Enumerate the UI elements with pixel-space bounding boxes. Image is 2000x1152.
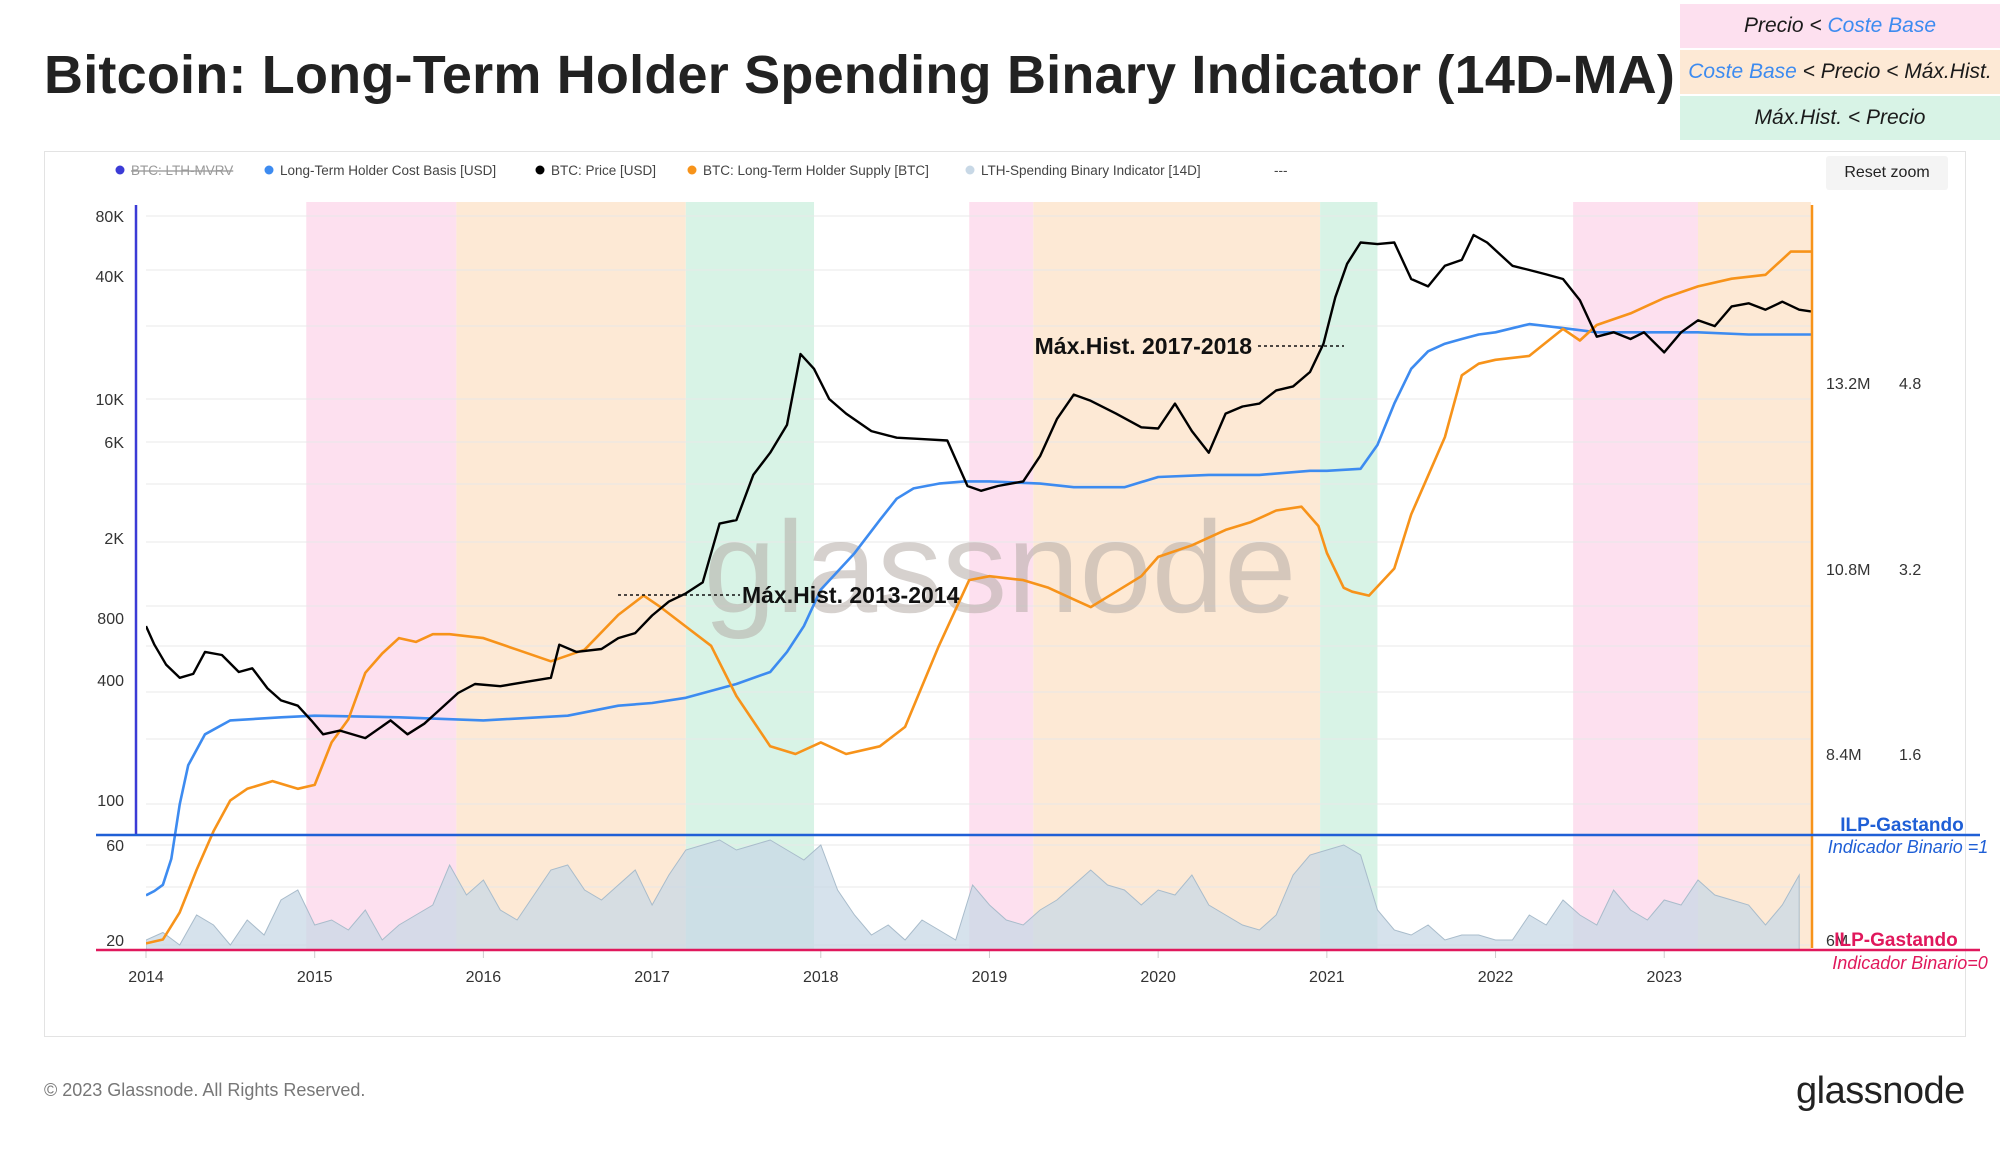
regime-bands xyxy=(306,202,1811,950)
price-axis-tick: 2K xyxy=(104,531,124,548)
supply-axis-tick: 13.2M xyxy=(1826,376,1870,393)
x-axis-tick: 2017 xyxy=(634,969,670,986)
binary-indicator-area xyxy=(146,839,1800,950)
legend-label: BTC: Long-Term Holder Supply [BTC] xyxy=(703,163,929,178)
threshold-label-1: ILP-Gastando xyxy=(1840,815,1964,836)
mvrv-axis-tick: 4.8 xyxy=(1899,376,1921,393)
legend-label: Long-Term Holder Cost Basis [USD] xyxy=(280,163,496,178)
watermark: glassnode xyxy=(704,494,1297,640)
key-label: Precio < Coste Base xyxy=(1744,14,1936,38)
price-axis-tick: 40K xyxy=(96,269,125,286)
legend-label: LTH-Spending Binary Indicator [14D] xyxy=(981,163,1201,178)
key-below-cost-basis: Precio < Coste Base xyxy=(1680,4,2000,48)
x-axis-tick: 2019 xyxy=(972,969,1008,986)
price-axis-tick: 100 xyxy=(97,793,124,810)
x-axis-tick: 2015 xyxy=(297,969,333,986)
legend-marker xyxy=(264,165,274,175)
regime-band xyxy=(1320,202,1378,950)
key-label: Máx.Hist. < Precio xyxy=(1755,106,1926,130)
regime-band xyxy=(456,202,686,950)
supply-axis-tick: 8.4M xyxy=(1826,747,1862,764)
legend-marker xyxy=(535,165,545,175)
regime-band xyxy=(1573,202,1698,950)
legend-marker xyxy=(115,165,125,175)
brand-logo: glassnode xyxy=(1796,1070,1965,1112)
price-axis-tick: 80K xyxy=(96,209,125,226)
regime-band xyxy=(685,202,815,950)
lth-supply-line xyxy=(146,250,1811,945)
supply-axis-tick: 10.8M xyxy=(1826,562,1870,579)
key-label-part: Coste Base xyxy=(1827,14,1937,37)
annotation-ath-2013-2014: Máx.Hist. 2013-2014 xyxy=(742,582,960,608)
regime-band xyxy=(306,202,457,950)
legend-label: --- xyxy=(1274,163,1288,178)
price-axis-tick: 6K xyxy=(104,435,124,452)
x-axis-tick: 2014 xyxy=(128,969,164,986)
key-label-part: Coste Base xyxy=(1688,60,1797,83)
supply-axis-tick: 6M xyxy=(1826,933,1848,950)
binary-indicator-series xyxy=(146,839,1800,950)
legend: BTC: LTH-MVRV Long-Term Holder Cost Basis… xyxy=(115,163,1288,178)
legend-label: BTC: Price [USD] xyxy=(551,163,656,178)
x-axis-tick: 2018 xyxy=(803,969,839,986)
x-axis-tick: 2021 xyxy=(1309,969,1345,986)
legend-marker xyxy=(687,165,697,175)
regime-band xyxy=(1697,202,1811,950)
key-label: Coste Base < Precio < Máx.Hist. xyxy=(1688,60,1991,84)
threshold-sublabel-1: Indicador Binario =1 xyxy=(1828,837,1989,857)
price-line xyxy=(146,233,1811,740)
binary-axis-tick: 20 xyxy=(106,933,124,950)
regime-band xyxy=(1033,202,1321,950)
threshold-label-0: ILP-Gastando xyxy=(1834,930,1958,951)
x-axis-tick: 2020 xyxy=(1140,969,1176,986)
footer-copyright: © 2023 Glassnode. All Rights Reserved. xyxy=(44,1080,366,1100)
reset-zoom-button[interactable]: Reset zoom xyxy=(1826,156,1948,190)
key-between-cost-basis-and-ath: Coste Base < Precio < Máx.Hist. xyxy=(1680,50,2000,94)
price-axis-tick: 400 xyxy=(97,673,124,690)
mvrv-axis-tick: 3.2 xyxy=(1899,562,1921,579)
regime-band xyxy=(969,202,1034,950)
annotations: Máx.Hist. 2013-2014 Máx.Hist. 2017-2018 IL… xyxy=(618,333,1988,973)
x-axis-tick: 2022 xyxy=(1478,969,1514,986)
x-axis-tick: 2023 xyxy=(1646,969,1682,986)
key-label-part: Precio < xyxy=(1743,14,1828,37)
price-axis-tick: 10K xyxy=(96,392,125,409)
page-title: Bitcoin: Long-Term Holder Spending Binar… xyxy=(44,45,1676,105)
binary-axis-tick: 60 xyxy=(106,838,124,855)
legend-label: BTC: LTH-MVRV xyxy=(131,163,233,178)
legend-marker xyxy=(965,165,975,175)
key-label-part: Máx.Hist. < Precio xyxy=(1754,106,1926,129)
key-above-ath: Máx.Hist. < Precio xyxy=(1680,96,2000,140)
x-axis-tick: 2016 xyxy=(466,969,502,986)
threshold-sublabel-0: Indicador Binario=0 xyxy=(1832,953,1988,973)
series-lines xyxy=(146,233,1811,945)
price-axis-tick: 800 xyxy=(97,611,124,628)
key-label-part: < Precio < Máx.Hist. xyxy=(1796,60,1992,83)
mvrv-axis-tick: 1.6 xyxy=(1899,747,1921,764)
annotation-ath-2017-2018: Máx.Hist. 2017-2018 xyxy=(1035,333,1253,359)
